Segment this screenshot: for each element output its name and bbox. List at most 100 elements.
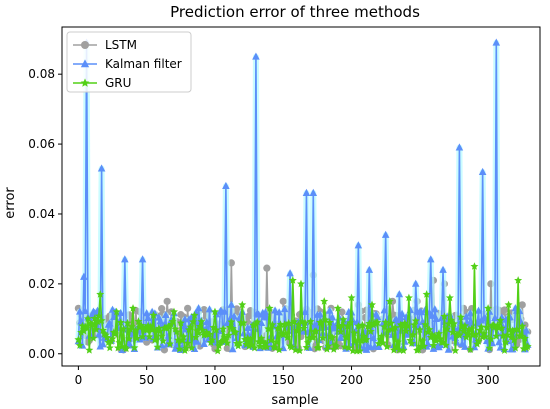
data-point [149,311,158,319]
data-point [119,324,128,333]
data-point [403,321,412,330]
data-point [121,255,129,263]
data-point [264,324,273,333]
data-point [153,342,162,351]
data-point [478,167,487,175]
data-point [272,337,281,346]
data-point [220,307,229,315]
data-point [474,306,483,314]
data-point [116,318,125,326]
data-point [522,326,531,334]
data-point [336,327,345,336]
data-point [520,334,529,342]
data-point [138,332,147,341]
data-point [332,342,341,351]
data-point [190,311,199,319]
data-point [123,318,132,327]
data-point [351,336,360,345]
data-point [88,320,97,328]
data-point [175,344,184,353]
data-point [339,315,348,324]
legend-label: Kalman filter [105,57,182,71]
data-point [208,335,217,344]
data-point [500,306,509,314]
data-point [314,343,323,351]
data-point [99,340,107,348]
data-point [365,265,374,273]
data-point [492,332,501,340]
data-point [129,304,138,312]
data-point [104,338,113,346]
data-point [511,343,520,352]
data-point [461,342,469,350]
data-point [451,346,460,355]
data-point [306,317,315,325]
data-point [133,334,142,342]
data-point [89,334,98,342]
data-point [265,304,274,312]
data-point [431,305,439,313]
data-point [241,335,249,343]
data-point [501,337,510,346]
data-point [380,306,389,314]
legend-marker [80,59,90,68]
data-point [263,264,271,272]
data-point [398,321,407,330]
data-point [295,346,304,355]
data-point [512,325,521,333]
data-point [518,301,526,309]
data-point [471,330,480,338]
data-point [77,317,85,325]
data-point [466,345,475,354]
data-point [165,339,174,348]
data-point [358,321,367,329]
data-point [462,333,471,341]
data-point [342,333,351,341]
data-point [325,306,334,314]
data-point [174,335,183,344]
data-point [294,320,303,329]
legend-box [66,31,192,93]
data-point [378,338,387,347]
data-point [362,335,371,343]
x-tick-label: 300 [477,373,500,387]
data-point [266,336,275,344]
data-point [299,324,308,332]
data-point [163,297,171,305]
data-point [152,326,161,334]
data-point [346,318,355,327]
data-point [404,293,413,302]
data-point [455,143,464,151]
data-point [388,324,397,333]
data-point [440,312,449,320]
legend-marker [81,41,89,49]
data-point [239,318,248,327]
data-point [169,307,178,316]
x-tick-label: 0 [75,373,83,387]
data-point [271,306,279,314]
data-point [380,322,389,331]
data-point [283,333,292,342]
data-point [490,322,499,331]
legend-label: GRU [105,76,131,90]
data-point [275,308,283,316]
data-point [344,343,353,352]
data-point [142,326,151,334]
data-point [312,326,321,335]
data-point [340,342,349,351]
legend-label: LSTM [105,38,137,52]
data-point [112,307,121,316]
data-point [434,329,443,338]
data-point [227,317,236,326]
data-point [392,315,401,323]
data-point [492,38,501,46]
data-point [245,342,254,350]
data-point [470,262,479,270]
data-point [235,338,244,347]
data-point [200,339,208,348]
data-point [317,318,326,327]
y-tick-label: 0.08 [28,67,55,81]
data-point [250,343,259,352]
data-point [429,341,438,349]
data-point [124,334,133,343]
